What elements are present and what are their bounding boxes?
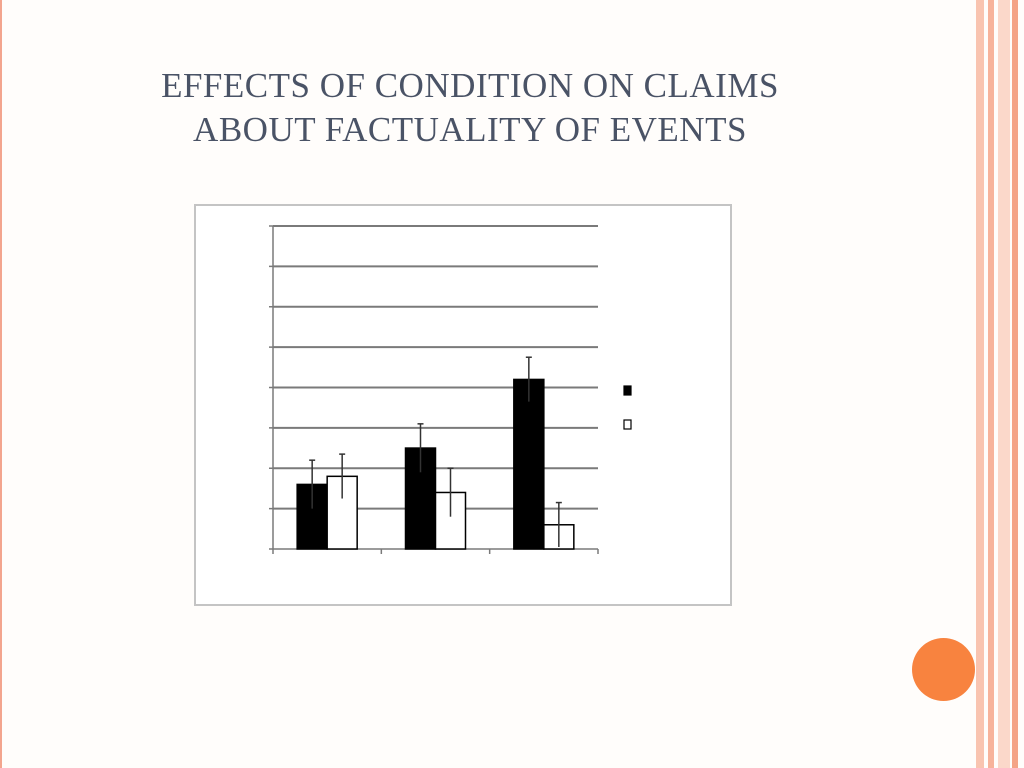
slide-title: EFFECTS OF CONDITION ON CLAIMS ABOUT FAC…	[60, 64, 880, 152]
accent-circle	[912, 638, 975, 701]
left-border	[0, 0, 2, 768]
stripe	[1012, 0, 1018, 768]
slide-title-line-1: EFFECTS OF CONDITION ON CLAIMS	[161, 66, 779, 105]
slide-title-line-2: ABOUT FACTUALITY OF EVENTS	[193, 110, 747, 149]
legend-marker	[623, 385, 632, 396]
stripe	[998, 0, 1010, 768]
bar	[513, 378, 545, 550]
bar-chart	[269, 225, 632, 554]
legend-marker	[623, 419, 632, 430]
chart-frame	[194, 204, 732, 606]
stripe	[988, 0, 994, 768]
decorative-stripes	[976, 0, 1024, 768]
stripe	[976, 0, 984, 768]
